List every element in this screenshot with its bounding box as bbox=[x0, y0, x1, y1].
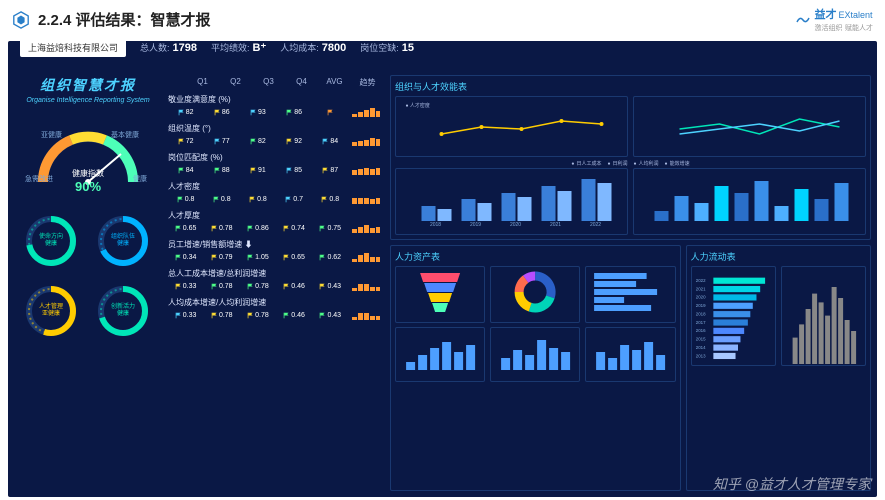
donut[interactable]: 组织队伍健康 bbox=[90, 208, 156, 274]
mini-bars-2[interactable] bbox=[490, 327, 580, 382]
brand-logo: 益才EXtalent激活组织 赋能人才 bbox=[795, 6, 873, 33]
stat: 总人数:1798 bbox=[140, 41, 197, 54]
metrics-table: Q1Q2Q3Q4AVG趋势 敬业度满意度 (%)82869386 组织温度 (°)… bbox=[168, 47, 384, 491]
donut[interactable]: 人才管理亚健康 bbox=[18, 278, 84, 344]
health-gauge: 急需改进 亚健康 基本健康 健康 健康指数90% bbox=[23, 112, 153, 202]
metric-row: 组织温度 (°)7277829284 bbox=[168, 123, 384, 146]
svg-text:2014: 2014 bbox=[695, 345, 705, 350]
svg-text:2019: 2019 bbox=[695, 303, 705, 308]
svg-text:2022: 2022 bbox=[695, 278, 705, 283]
panel-subtitle: Organise Intelligence Reporting System bbox=[26, 97, 149, 104]
svg-text:● 人才密度: ● 人才密度 bbox=[406, 102, 430, 109]
asset-section: 人力资产表 bbox=[390, 245, 681, 491]
stat: 人均成本:7800 bbox=[280, 41, 346, 54]
svg-text:2016: 2016 bbox=[695, 328, 705, 333]
svg-text:2021: 2021 bbox=[550, 222, 561, 227]
right-panel: 组织与人才效能表 ● 人才密度 日人工成本日利润人均利润能效增速 2018201… bbox=[390, 47, 871, 491]
svg-text:2015: 2015 bbox=[695, 337, 705, 342]
svg-text:2021: 2021 bbox=[695, 286, 705, 291]
svg-text:2020: 2020 bbox=[695, 295, 705, 300]
svg-text:2022: 2022 bbox=[590, 222, 601, 227]
metric-row: 人均成本增速/人均利润增速0.330.780.780.460.43 bbox=[168, 297, 384, 320]
dashboard: 组织智慧才报 Organise Intelligence Reporting S… bbox=[8, 41, 877, 497]
company-badge: 上海益焙科技有限公司 bbox=[20, 38, 126, 57]
svg-text:2013: 2013 bbox=[695, 353, 705, 358]
panel-title: 组织智慧才报 bbox=[40, 75, 136, 95]
metric-row: 员工增速/销售额增速 ⬇0.340.791.050.650.62 bbox=[168, 239, 384, 262]
hbar-chart[interactable] bbox=[585, 266, 675, 323]
svg-text:2019: 2019 bbox=[470, 222, 481, 227]
line-chart-2[interactable] bbox=[633, 96, 866, 157]
donut-grid: 使命方向健康组织队伍健康人才管理亚健康创新活力健康 bbox=[18, 208, 158, 344]
donut[interactable]: 使命方向健康 bbox=[18, 208, 84, 274]
mini-bars-1[interactable] bbox=[395, 327, 485, 382]
flow-hbars[interactable]: 2022 2021 2020 2019 2018 2017 2016 2015 2014 2013 bbox=[691, 266, 776, 366]
svg-text:2018: 2018 bbox=[695, 311, 705, 316]
bar-chart-2[interactable] bbox=[633, 168, 866, 235]
funnel-chart[interactable] bbox=[395, 266, 485, 323]
metric-row: 岗位匹配度 (%)8488918587 bbox=[168, 152, 384, 175]
svg-text:2018: 2018 bbox=[430, 222, 441, 227]
metric-row: 总人工成本增速/总利润增速0.330.780.780.460.43 bbox=[168, 268, 384, 291]
metric-row: 敬业度满意度 (%)82869386 bbox=[168, 94, 384, 117]
hex-icon bbox=[12, 11, 30, 29]
header-title: 2.2.4 评估结果：智慧才报 bbox=[38, 9, 795, 30]
efficiency-section: 组织与人才效能表 ● 人才密度 日人工成本日利润人均利润能效增速 2018201… bbox=[390, 75, 871, 240]
flow-vbars[interactable] bbox=[781, 266, 866, 366]
watermark: 知乎 @益才人才管理专家 bbox=[713, 474, 871, 494]
page-header: 2.2.4 评估结果：智慧才报 益才EXtalent激活组织 赋能人才 bbox=[0, 0, 885, 39]
donut[interactable]: 创新活力健康 bbox=[90, 278, 156, 344]
left-panel: 组织智慧才报 Organise Intelligence Reporting S… bbox=[14, 47, 162, 491]
table-header: Q1Q2Q3Q4AVG趋势 bbox=[168, 75, 384, 90]
line-chart-1[interactable]: ● 人才密度 bbox=[395, 96, 628, 157]
flow-section: 人力流动表 2022202120202019201820172016201520… bbox=[686, 245, 871, 491]
mini-bars-3[interactable] bbox=[585, 327, 675, 382]
metric-row: 人才厚度0.650.780.860.740.75 bbox=[168, 210, 384, 233]
svg-text:2017: 2017 bbox=[695, 320, 705, 325]
svg-text:2020: 2020 bbox=[510, 222, 521, 227]
bar-chart-1[interactable]: 2018 2019 2020 2021 2022 bbox=[395, 168, 628, 235]
stats-bar: 上海益焙科技有限公司 总人数:1798 平均绩效:B⁺ 人均成本:7800 岗位空缺:… bbox=[14, 35, 871, 60]
stat: 平均绩效:B⁺ bbox=[211, 41, 266, 54]
metric-row: 人才密度0.80.80.80.70.8 bbox=[168, 181, 384, 204]
donut-chart[interactable] bbox=[490, 266, 580, 323]
stat: 岗位空缺:15 bbox=[360, 41, 414, 54]
